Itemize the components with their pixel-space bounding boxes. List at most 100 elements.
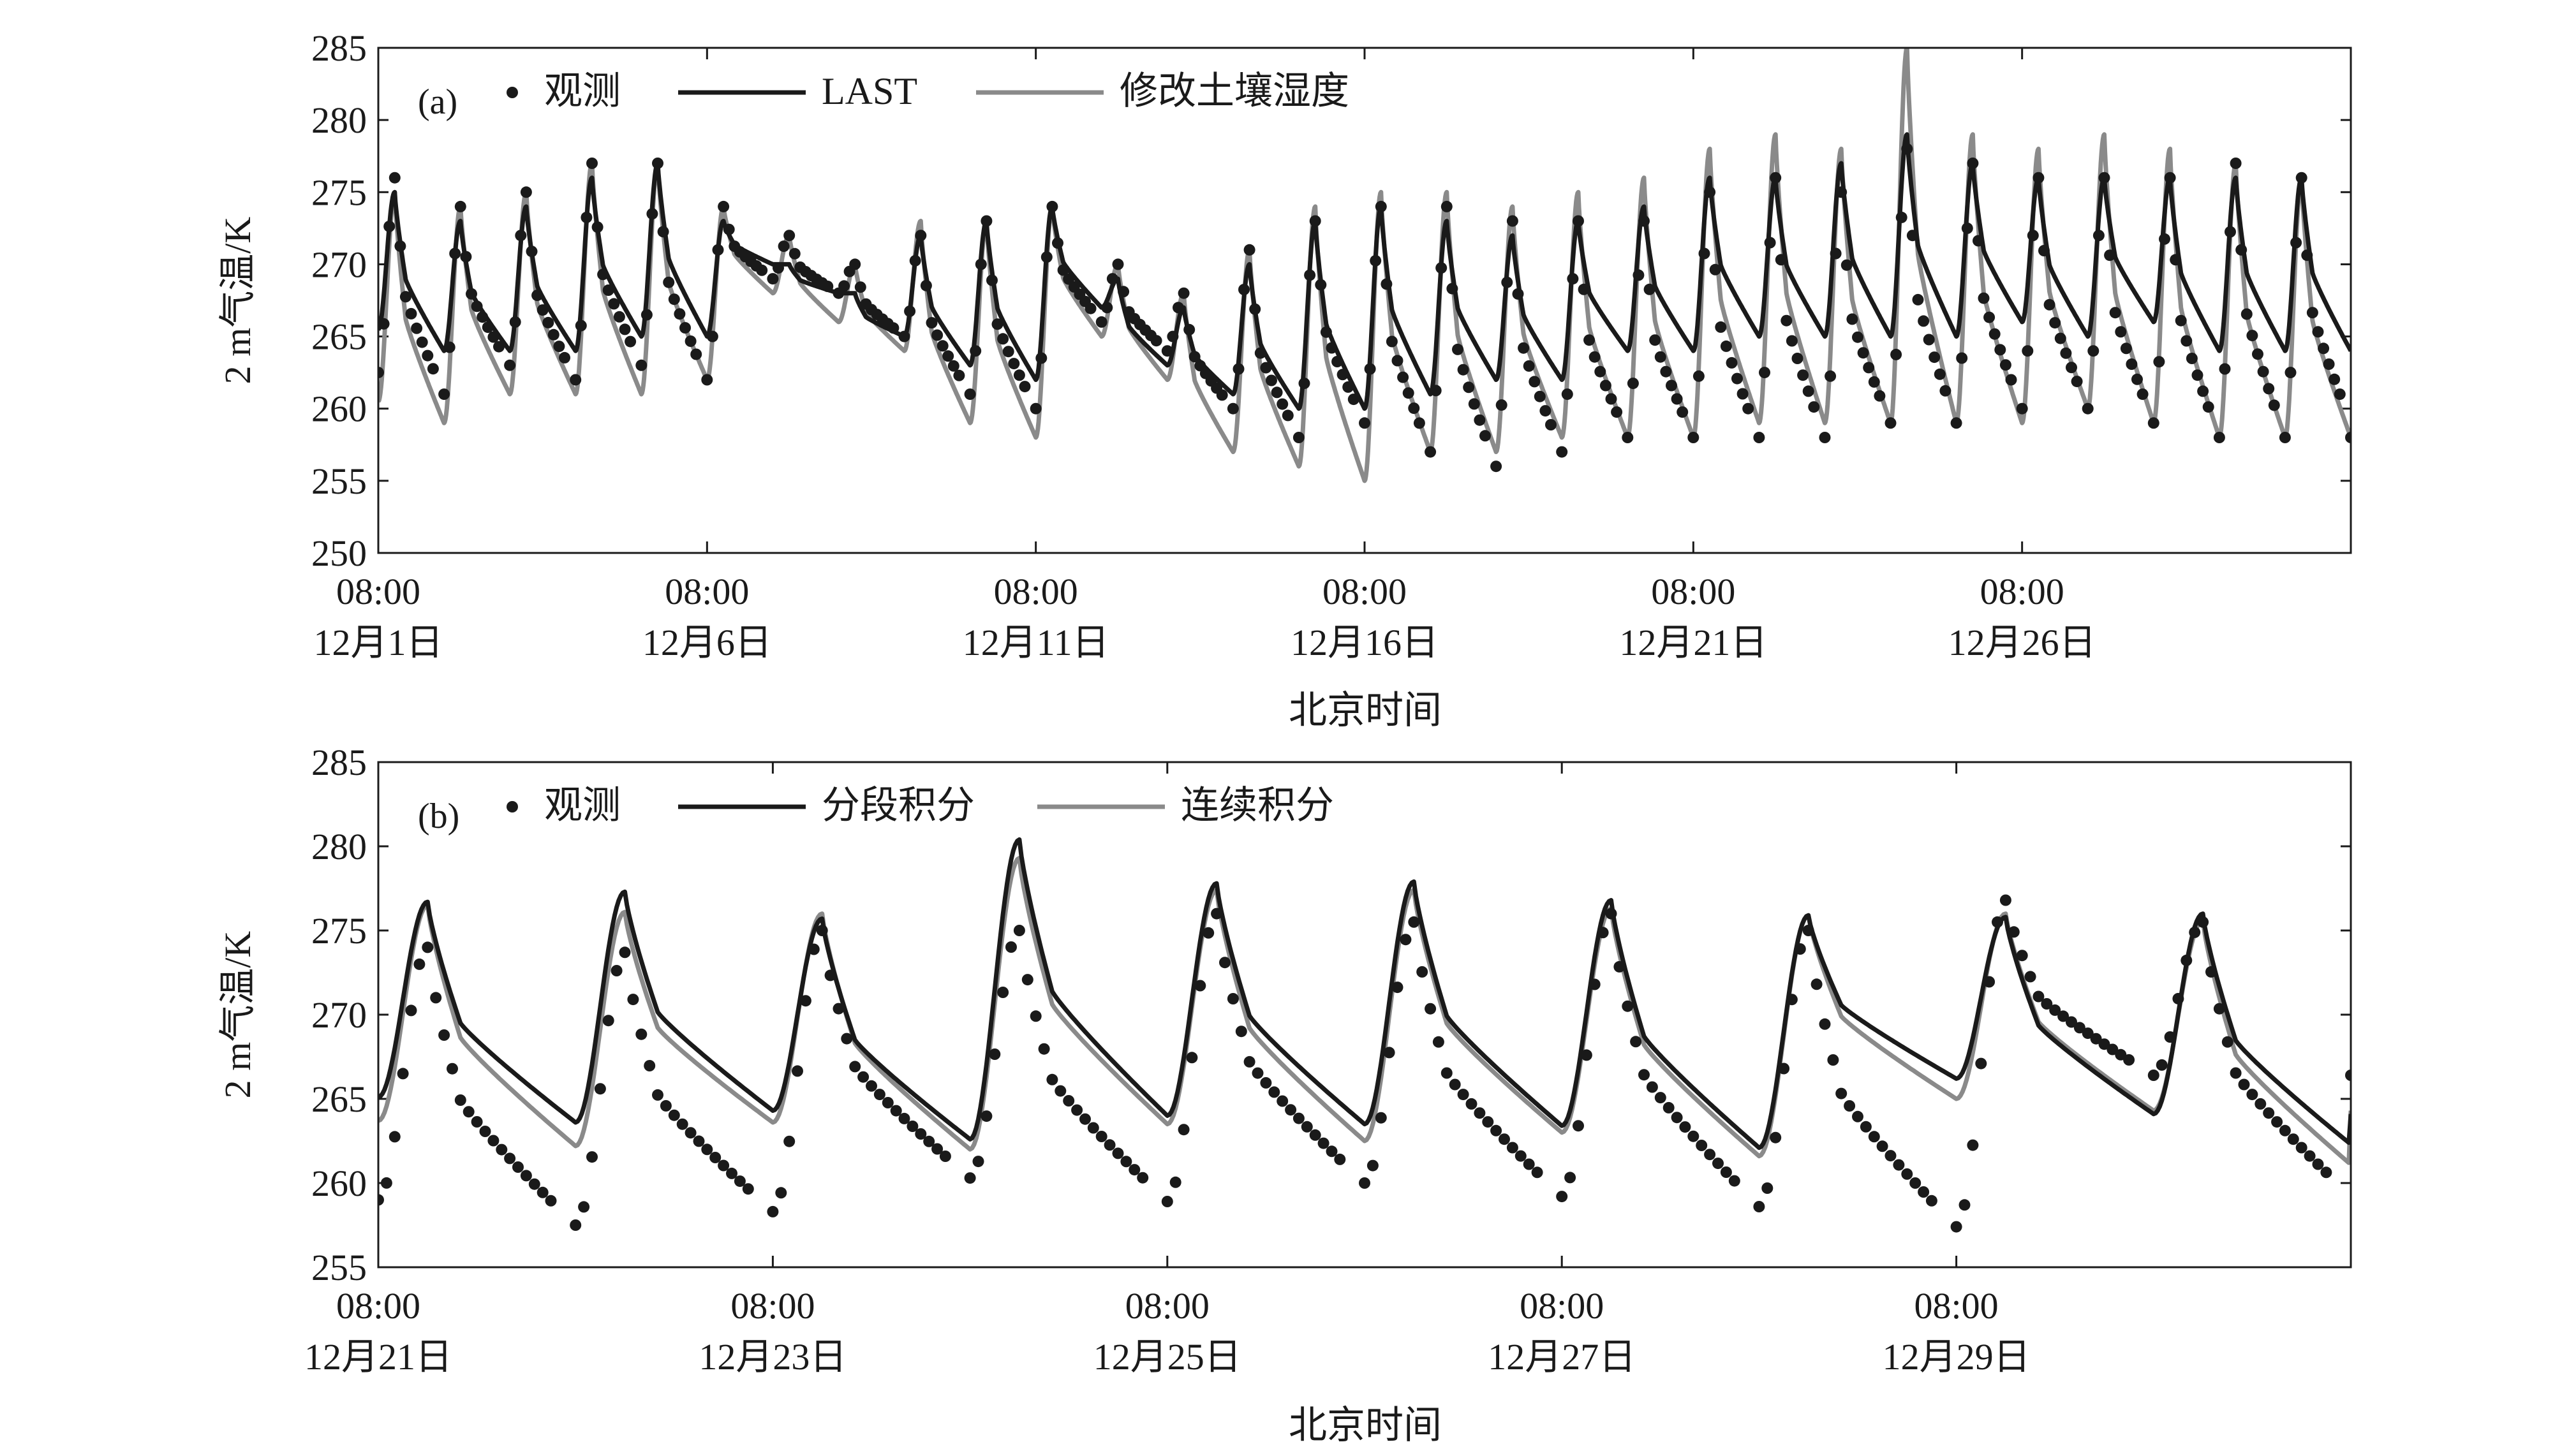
obs-point [594,1083,606,1095]
obs-point [2164,1031,2176,1043]
legend-label: 观测 [544,70,621,112]
panel-b-frame [377,761,2352,1268]
obs-point [438,1029,450,1041]
obs-point [1599,379,1611,392]
x-tick-time: 08:00 [1520,1285,1604,1327]
obs-point [1375,1112,1387,1124]
obs-point [1243,1055,1255,1068]
obs-point [1925,1195,1937,1207]
obs-point [1463,381,1475,393]
obs-point [822,281,834,292]
obs-point [1844,1100,1856,1112]
obs-point [1654,1092,1666,1104]
obs-point [2005,374,2017,386]
obs-point [1375,200,1387,212]
obs-point [1178,1124,1190,1136]
y-tick-label: 255 [311,1247,367,1288]
obs-point [1408,402,1420,415]
obs-point [1271,386,1283,399]
obs-point [1992,916,2003,928]
obs-point [773,262,784,274]
obs-point [1753,1201,1765,1212]
obs-point [2136,388,2149,401]
panel-b: 255 260 265 270 275 280 285 08:00 12月21日 08:00 12月… [217,742,2352,1446]
obs-point [2318,342,2330,355]
obs-point [520,1170,532,1182]
obs-point [1863,362,1875,374]
obs-point [1440,200,1453,212]
obs-point [1512,288,1524,300]
obs-point [2172,992,2184,1004]
obs-point [783,1135,796,1147]
obs-point [1956,352,1968,364]
series-line-1 [378,837,2351,1151]
obs-point [1704,1149,1716,1161]
obs-point [1432,1036,1444,1048]
obs-point [1112,258,1124,270]
obs-point [2109,307,2121,319]
obs-point [537,1186,549,1198]
obs-point [2213,1003,2225,1015]
obs-point [2156,1059,2168,1071]
obs-point [504,359,516,371]
obs-point [2041,998,2053,1010]
obs-point [2104,249,2116,261]
obs-point [1120,1156,1132,1168]
obs-point [1539,405,1551,417]
obs-point [1457,1089,1469,1101]
obs-point [1430,385,1442,397]
obs-point [1482,1116,1494,1128]
obs-point [1186,1052,1198,1064]
obs-point [1819,1018,1831,1030]
obs-point [602,284,614,296]
panel-b-xlabel: 北京时间 [1289,1404,1442,1446]
obs-point [2071,376,2083,388]
obs-point [586,1151,598,1163]
obs-point [1495,399,1507,411]
obs-point [1359,1177,1370,1189]
obs-point [2268,399,2280,411]
obs-point [1386,335,1398,348]
obs-point [1781,314,1793,327]
obs-point [685,335,697,347]
obs-point [972,1156,984,1168]
obs-point [2202,401,2214,413]
obs-point [578,1201,590,1213]
x-tick-date: 12月26日 [1948,622,2096,663]
obs-point [1778,1063,1790,1075]
obs-point [1999,894,2011,906]
obs-point [575,320,587,332]
obs-point [378,1194,384,1206]
obs-point [2038,245,2050,256]
obs-point [723,223,735,235]
obs-point [1573,215,1584,227]
obs-point [975,258,987,270]
obs-point [1499,1133,1510,1145]
obs-point [1654,351,1666,363]
obs-point [693,1135,705,1147]
obs-point [931,1143,944,1155]
obs-point [1104,1139,1116,1151]
obs-point [454,1094,466,1106]
obs-point [1611,406,1623,418]
obs-point [808,943,820,955]
obs-point [1852,1110,1863,1122]
obs-point [635,1028,648,1040]
obs-point [545,1195,557,1207]
obs-point [1285,1104,1297,1116]
obs-point [1301,1121,1313,1133]
obs-point [838,280,850,292]
obs-point [1759,367,1770,379]
obs-point [1523,1158,1535,1170]
obs-point [1501,276,1513,288]
obs-point [2191,369,2203,381]
obs-point [1983,976,1996,988]
obs-point [1219,957,1231,969]
obs-point [2306,307,2318,319]
obs-point [904,305,916,317]
obs-point [857,1071,870,1083]
obs-point [2230,158,2242,169]
legend-label: 连续积分 [1181,784,1334,827]
obs-point [909,254,921,267]
obs-point [1726,357,1738,369]
